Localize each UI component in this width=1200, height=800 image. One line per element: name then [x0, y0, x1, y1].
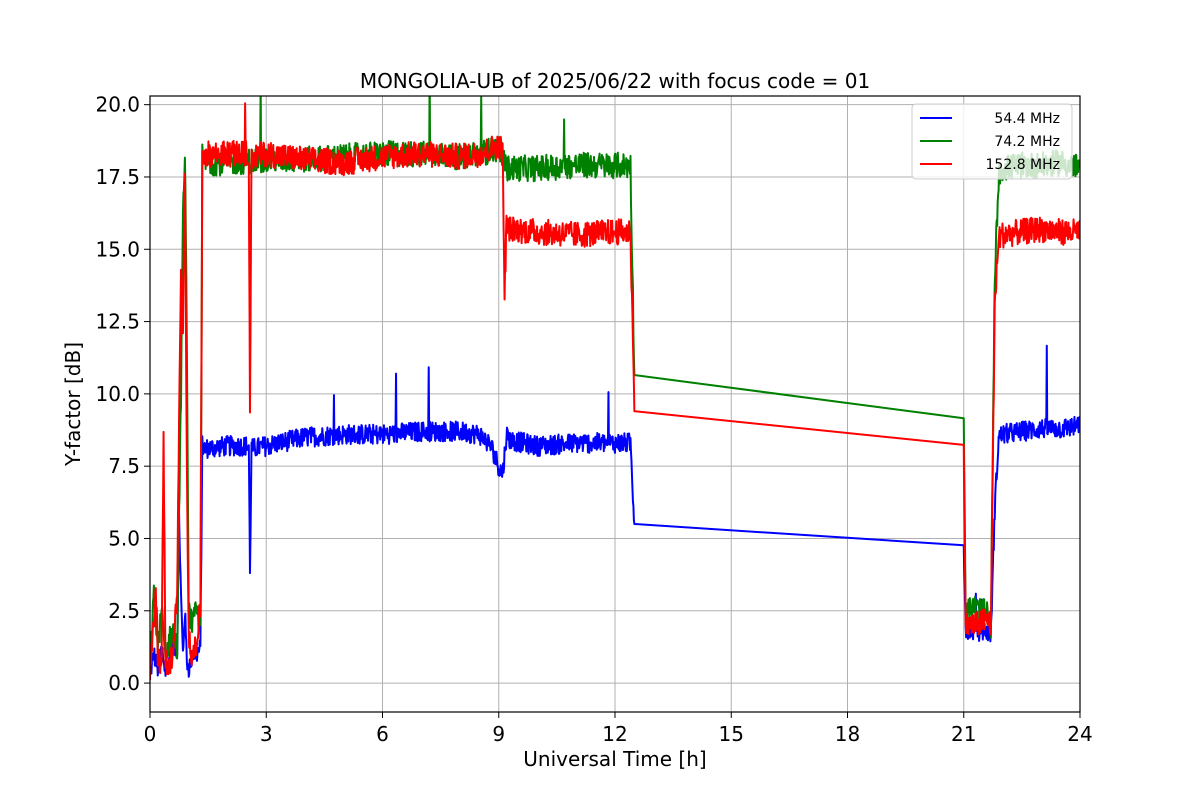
x-tick-label: 21 — [951, 722, 976, 746]
y-tick-label: 12.5 — [95, 310, 140, 334]
y-axis-ticks: 0.0 2.5 5.0 7.5 10.0 12.5 15.0 17.5 20.0 — [95, 93, 150, 695]
chart-title: MONGOLIA-UB of 2025/06/22 with focus cod… — [360, 69, 870, 93]
legend-label-3: 152.8 MHz — [986, 157, 1060, 173]
y-tick-label: 5.0 — [108, 526, 140, 550]
y-tick-label: 20.0 — [95, 93, 140, 117]
y-tick-label: 2.5 — [108, 599, 140, 623]
x-tick-label: 15 — [719, 722, 744, 746]
x-axis-ticks: 0 3 6 9 12 15 18 21 24 — [144, 712, 1093, 746]
legend-label-2: 74.2 MHz — [994, 134, 1060, 150]
x-tick-label: 24 — [1067, 722, 1092, 746]
y-tick-label: 15.0 — [95, 237, 140, 261]
x-tick-label: 12 — [602, 722, 627, 746]
series-line-3 — [150, 102, 1080, 681]
x-axis-label: Universal Time [h] — [523, 747, 706, 771]
legend-box — [911, 103, 1073, 180]
y-tick-label: 0.0 — [108, 671, 140, 695]
x-tick-label: 9 — [492, 722, 505, 746]
y-tick-label: 7.5 — [108, 454, 140, 478]
x-tick-label: 3 — [260, 722, 273, 746]
x-tick-label: 0 — [144, 722, 157, 746]
x-tick-label: 6 — [376, 722, 389, 746]
legend: 54.4 MHz 74.2 MHz 152.8 MHz — [911, 103, 1073, 180]
y-axis-label: Y-factor [dB] — [61, 342, 85, 467]
y-tick-label: 17.5 — [95, 165, 140, 189]
legend-label-1: 54.4 MHz — [994, 111, 1060, 127]
series-layer — [150, 96, 1080, 681]
x-tick-label: 18 — [835, 722, 860, 746]
y-tick-label: 10.0 — [95, 382, 140, 406]
